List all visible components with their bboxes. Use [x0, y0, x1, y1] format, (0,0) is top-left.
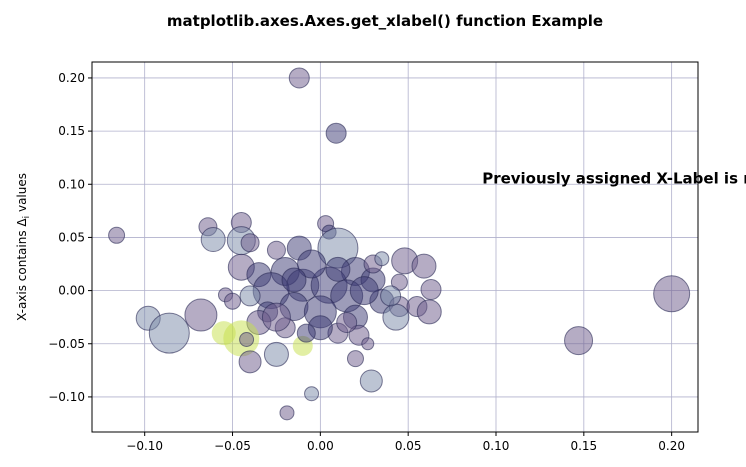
scatter-point [224, 292, 242, 310]
y-axis-label-subscript: i [22, 216, 32, 219]
scatter-point [361, 337, 375, 351]
x-tick-label: 0.15 [570, 439, 597, 453]
scatter-point [349, 276, 379, 306]
scatter-point [380, 285, 402, 307]
y-tick-label: 0.15 [58, 124, 85, 138]
scatter-point [200, 227, 226, 253]
x-tick-label: −0.10 [126, 439, 163, 453]
y-axis-label: X-axis contains Δi values [15, 173, 32, 321]
scatter-point [390, 273, 408, 291]
scatter-point [148, 312, 190, 354]
scatter-point [564, 326, 594, 356]
scatter-point [325, 122, 347, 144]
scatter-point [240, 233, 260, 253]
scatter-point [261, 302, 291, 332]
y-tick-label: 0.00 [58, 284, 85, 298]
scatter-point [296, 323, 316, 343]
scatter-point [279, 405, 295, 421]
x-tick-label: 0.05 [395, 439, 422, 453]
scatter-point [239, 332, 255, 347]
scatter-point [263, 341, 289, 367]
scatter-point [653, 275, 691, 313]
scatter-point [266, 240, 286, 260]
x-axis-ticks: −0.10 −0.05 0.00 0.05 0.10 0.15 0.20 [126, 432, 685, 453]
y-tick-label: 0.20 [58, 71, 85, 85]
y-tick-label: 0.10 [58, 177, 85, 191]
plot-frame [91, 61, 699, 433]
scatter-point [288, 67, 310, 89]
scatter-point [325, 256, 351, 282]
scatter-point [108, 226, 126, 244]
y-axis-label-suffix: values [15, 173, 29, 216]
y-axis-ticks: −0.10 −0.05 0.00 0.05 0.10 0.15 0.20 [48, 71, 92, 404]
scatter-point [382, 303, 410, 331]
scatter-point [411, 253, 437, 279]
chart-title: matplotlib.axes.Axes.get_xlabel() functi… [167, 12, 603, 30]
scatter-point [304, 386, 320, 402]
scatter-point [416, 299, 442, 325]
scatter-point [211, 321, 236, 346]
y-tick-label: 0.05 [58, 230, 85, 244]
scatter-point [420, 279, 442, 301]
scatter-point [239, 285, 261, 307]
scatter-point [359, 369, 383, 393]
scatter-points [108, 67, 691, 421]
x-tick-label: −0.05 [214, 439, 251, 453]
scatter-point [374, 251, 390, 267]
scatter-point [238, 350, 262, 374]
x-tick-label: 0.20 [658, 439, 685, 453]
y-axis-label-main: X-axis contains Δ [15, 218, 29, 321]
scatter-point [297, 249, 327, 279]
plot-area [92, 62, 698, 432]
chart-annotation: Previously assigned X-Label is now Assig… [482, 169, 746, 187]
scatter-point [346, 350, 364, 368]
x-tick-label: 0.00 [307, 439, 334, 453]
y-tick-label: −0.05 [48, 337, 85, 351]
scatter-point [336, 311, 358, 333]
x-tick-label: 0.10 [483, 439, 510, 453]
scatter-point [184, 298, 218, 332]
y-tick-label: −0.10 [48, 390, 85, 404]
scatter-point [281, 267, 307, 293]
